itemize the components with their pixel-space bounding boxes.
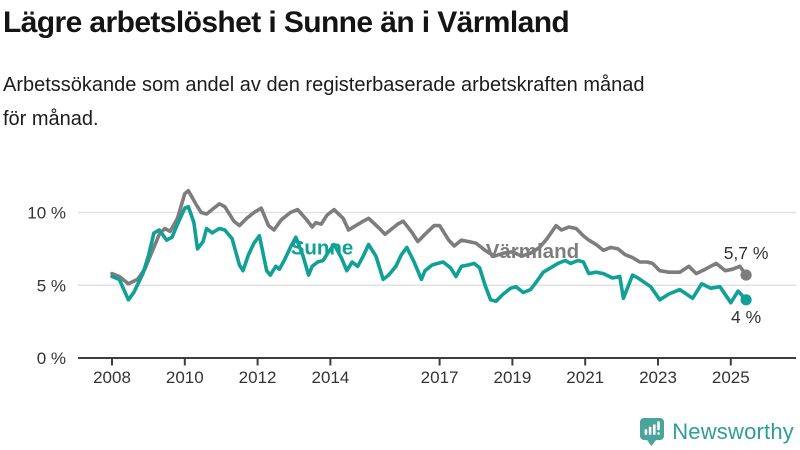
end-value-label: 5,7 % xyxy=(724,243,769,263)
x-tick-label: 2021 xyxy=(566,368,604,387)
chart-subtitle: Arbetssökande som andel av den registerb… xyxy=(3,68,789,136)
newsworthy-logo: Newsworthy xyxy=(640,418,794,446)
series-line-vrmland xyxy=(110,188,748,286)
y-tick-label: 5 % xyxy=(37,276,66,295)
x-tick-label: 2019 xyxy=(493,368,531,387)
end-value-label: 4 % xyxy=(731,307,761,327)
series-end-dot-vrmland xyxy=(740,269,752,281)
series-line-sunne xyxy=(110,204,748,305)
x-tick-label: 2008 xyxy=(93,368,131,387)
subtitle-line-2: för månad. xyxy=(3,108,99,130)
bar-chart-speech-bubble-icon xyxy=(640,418,665,446)
series-label-vrmland: Värmland xyxy=(486,240,579,263)
y-tick-label: 10 % xyxy=(27,204,66,223)
x-tick-label: 2017 xyxy=(421,368,459,387)
chart-header: Lägre arbetslöshet i Sunne än i Värmland… xyxy=(3,5,789,136)
x-tick-label: 2014 xyxy=(311,368,349,387)
page-title: Lägre arbetslöshet i Sunne än i Värmland xyxy=(3,6,570,39)
x-tick-label: 2025 xyxy=(712,368,750,387)
x-tick-label: 2010 xyxy=(166,368,204,387)
x-tick-label: 2023 xyxy=(639,368,677,387)
subtitle-line-1: Arbetssökande som andel av den registerb… xyxy=(3,74,645,96)
series-end-dot-sunne xyxy=(740,294,752,306)
y-tick-label: 0 % xyxy=(37,349,66,368)
newsworthy-wordmark: Newsworthy xyxy=(672,419,794,444)
series-label-sunne: Sunne xyxy=(291,236,354,259)
x-tick-label: 2012 xyxy=(239,368,277,387)
